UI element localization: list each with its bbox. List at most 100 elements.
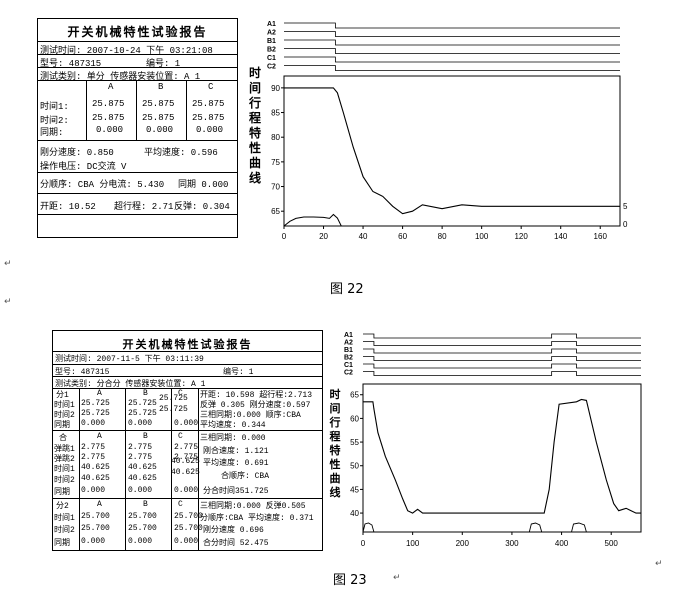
- g3-row1-c: 25.700: [174, 512, 203, 521]
- channel-label: A1: [267, 21, 276, 28]
- test-time: 测试时间: 2007-11-5 下午 03:11:39: [55, 355, 204, 364]
- channel-line: [284, 39, 620, 46]
- g3-row1-a: 25.700: [81, 512, 110, 521]
- test-type: 测试类别: 分合分 传感器安装位置: A 1: [55, 380, 206, 389]
- channel-label: B1: [267, 38, 276, 45]
- right-tick-label: 0: [623, 220, 628, 229]
- report-table-fig22: 开关机械特性试验报告 测试时间: 2007-10-24 下午 03:21:08 …: [37, 18, 238, 238]
- g3-info-1: 三相同期:0.000 反弹0.505: [200, 502, 306, 511]
- g3-row2-a: 25.700: [81, 524, 110, 533]
- channel-line: [284, 48, 620, 54]
- g3-row3-a: 0.000: [81, 537, 106, 546]
- x-tick-label: 80: [438, 232, 447, 241]
- g2-row4-b: 40.625: [128, 474, 157, 483]
- chart-ylabel: 时间行程特性曲线: [248, 66, 261, 185]
- col-c: C: [178, 389, 183, 398]
- travel-curve: [363, 398, 641, 514]
- overtravel: 超行程: 2.71: [114, 202, 174, 212]
- travel-curve: [284, 87, 620, 215]
- channel-label: A2: [267, 30, 276, 37]
- sync2: 同期 0.000: [178, 180, 229, 190]
- model: 型号: 487315: [40, 59, 102, 69]
- g2-row5-label: 同期: [54, 488, 70, 497]
- g3-info-4: 合分时间 52.475: [203, 539, 269, 548]
- time1-b: 25.875: [142, 99, 175, 109]
- rebound: 反弹: 0.304: [174, 202, 230, 212]
- figure-caption: 图 22: [330, 282, 364, 297]
- g2-row5-c: 0.000: [174, 486, 199, 495]
- y-tick-label: 70: [271, 183, 280, 192]
- g3-info-2: 分顺序:CBA 平均速度: 0.371: [200, 514, 314, 523]
- x-tick-label: 300: [505, 539, 519, 548]
- sync-b: 0.000: [146, 125, 174, 135]
- g2-row2-label: 弹跳2: [54, 455, 75, 464]
- channel-line: [363, 341, 641, 346]
- group2-label: 合: [59, 434, 67, 443]
- channel-label: C1: [267, 55, 276, 62]
- g1-row3-label: 同期: [54, 421, 70, 430]
- channel-line: [363, 348, 641, 354]
- g2-row5-b: 0.000: [128, 486, 153, 495]
- g3-row1-b: 25.700: [128, 512, 157, 521]
- x-tick-label: 60: [398, 232, 407, 241]
- channel-line: [284, 22, 620, 29]
- x-tick-label: 100: [475, 232, 489, 241]
- g2-row3-a: 40.625: [81, 463, 110, 472]
- g3-row2-label: 时间2: [54, 526, 75, 535]
- g2-row1-b: 2.775: [128, 443, 153, 452]
- g2-row1-a: 2.775: [81, 443, 106, 452]
- group1-label: 分1: [56, 391, 69, 400]
- time2-label: 时间2:: [40, 116, 69, 126]
- g2-row4-a: 40.625: [81, 474, 110, 483]
- col-a: A: [97, 500, 102, 509]
- g1-info-3: 三相同期:0.000 顺序:CBA: [200, 411, 301, 420]
- g3-row3-label: 同期: [54, 539, 70, 548]
- g2-row2-a: 2.775: [81, 453, 106, 462]
- channel-label: B2: [267, 47, 276, 54]
- time1-c: 25.875: [192, 99, 225, 109]
- report-title: 开关机械特性试验报告: [67, 25, 208, 39]
- g1-row2-c: 25.725: [159, 405, 188, 414]
- g1-row2-a: 25.725: [81, 409, 110, 418]
- col-b: B: [143, 500, 148, 509]
- current-bump: [362, 522, 375, 533]
- time2-c: 25.875: [192, 113, 225, 123]
- channel-line: [284, 31, 620, 37]
- channel-line: [363, 371, 641, 376]
- current-bump: [571, 522, 587, 533]
- test-type: 测试类别: 单分 传感器安装位置: A 1: [40, 72, 201, 82]
- channel-line: [363, 333, 641, 339]
- g2-row2-b: 2.775: [128, 453, 153, 462]
- g2-row2-c: 2.775: [174, 453, 199, 462]
- g1-row3-c: 0.000: [174, 419, 199, 428]
- col-c: C: [208, 82, 214, 92]
- channel-label: C2: [344, 370, 353, 377]
- x-tick-label: 160: [594, 232, 608, 241]
- g2-info-1: 三相同期: 0.000: [200, 434, 266, 443]
- x-tick-label: 0: [361, 539, 366, 548]
- serial: 编号: 1: [223, 368, 254, 377]
- report-title: 开关机械特性试验报告: [122, 339, 253, 351]
- g2-row3-c: 40.625: [171, 457, 200, 466]
- serial: 编号: 1: [146, 59, 181, 69]
- g1-row1-a: 25.725: [81, 399, 110, 408]
- avg-speed: 平均速度: 0.596: [144, 148, 218, 158]
- y-tick-label: 45: [350, 485, 359, 494]
- group3-label: 分2: [56, 502, 69, 511]
- time2-b: 25.875: [142, 113, 175, 123]
- col-a: A: [97, 389, 102, 398]
- model: 型号: 487315: [55, 368, 110, 377]
- g2-row4-c: 40.625: [171, 468, 200, 477]
- x-tick-label: 100: [406, 539, 420, 548]
- y-tick-label: 40: [350, 509, 359, 518]
- report-table-fig23: 开关机械特性试验报告 测试时间: 2007-11-5 下午 03:11:39 型…: [52, 330, 323, 551]
- g2-row1-c: 2.775: [174, 443, 199, 452]
- x-tick-label: 140: [554, 232, 568, 241]
- sync-c: 0.000: [196, 125, 224, 135]
- y-tick-label: 60: [350, 414, 359, 423]
- col-c: C: [178, 432, 183, 441]
- g1-row2-b: 25.725: [128, 409, 157, 418]
- g1-row3-b: 0.000: [128, 419, 153, 428]
